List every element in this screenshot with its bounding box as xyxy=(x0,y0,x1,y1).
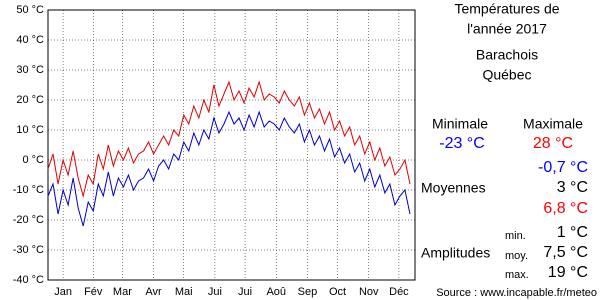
x-tick-label: Jui xyxy=(238,286,252,298)
y-tick-label: -10 °C xyxy=(13,184,44,196)
x-tick-label: Avr xyxy=(145,286,162,298)
temperature-line xyxy=(47,80,411,198)
max-header: Maximale xyxy=(523,116,583,132)
x-tick-label: Aoû xyxy=(266,286,286,298)
amp-value: 19 °C xyxy=(548,264,588,281)
amp-value: 7,5 °C xyxy=(543,244,588,261)
temperature-line xyxy=(47,110,411,227)
x-tick-label: Oct xyxy=(329,286,346,298)
mean: 3 °C xyxy=(557,179,588,196)
amp-name: max. xyxy=(505,269,529,281)
y-tick-label: 40 °C xyxy=(16,34,44,46)
x-tick-label: Nov xyxy=(359,286,379,298)
amplitudes-label: Amplitudes xyxy=(421,245,490,261)
x-tick-label: Sep xyxy=(298,286,318,298)
min-value: -23 °C xyxy=(439,135,485,152)
amp-name: moy. xyxy=(505,250,528,262)
y-tick-label: 0 °C xyxy=(22,154,44,166)
y-tick-label: -40 °C xyxy=(13,274,44,286)
title: l'année 2017 xyxy=(467,21,547,37)
mean-min: -0,7 °C xyxy=(538,159,588,176)
y-tick-label: 20 °C xyxy=(16,94,44,106)
plot-area xyxy=(47,9,416,281)
x-tick-label: Fév xyxy=(84,286,103,298)
y-tick-label: 10 °C xyxy=(16,124,44,136)
y-tick-label: 50 °C xyxy=(16,4,44,16)
place: Barachois xyxy=(476,47,538,63)
x-tick-label: Déc xyxy=(389,286,409,298)
max-value: 28 °C xyxy=(533,135,573,152)
y-tick-label: -20 °C xyxy=(13,214,44,226)
panel: Températures de l'année 2017 Barachois Q… xyxy=(421,1,597,299)
source: Source : www.incapable.fr/meteo xyxy=(436,287,597,299)
amp-name: min. xyxy=(505,230,526,242)
mean-max: 6,8 °C xyxy=(543,200,588,217)
x-tick-label: Jan xyxy=(54,286,72,298)
amp-value: 1 °C xyxy=(557,224,588,241)
x-tick-label: Mai xyxy=(175,286,193,298)
min-header: Minimale xyxy=(432,116,488,132)
x-tick-label: Mar xyxy=(113,286,132,298)
title: Températures de xyxy=(454,1,559,17)
means-label: Moyennes xyxy=(421,180,486,196)
x-tick-label: Jui xyxy=(208,286,222,298)
place: Québec xyxy=(482,67,531,83)
y-tick-label: -30 °C xyxy=(13,244,44,256)
y-tick-label: 30 °C xyxy=(16,64,44,76)
